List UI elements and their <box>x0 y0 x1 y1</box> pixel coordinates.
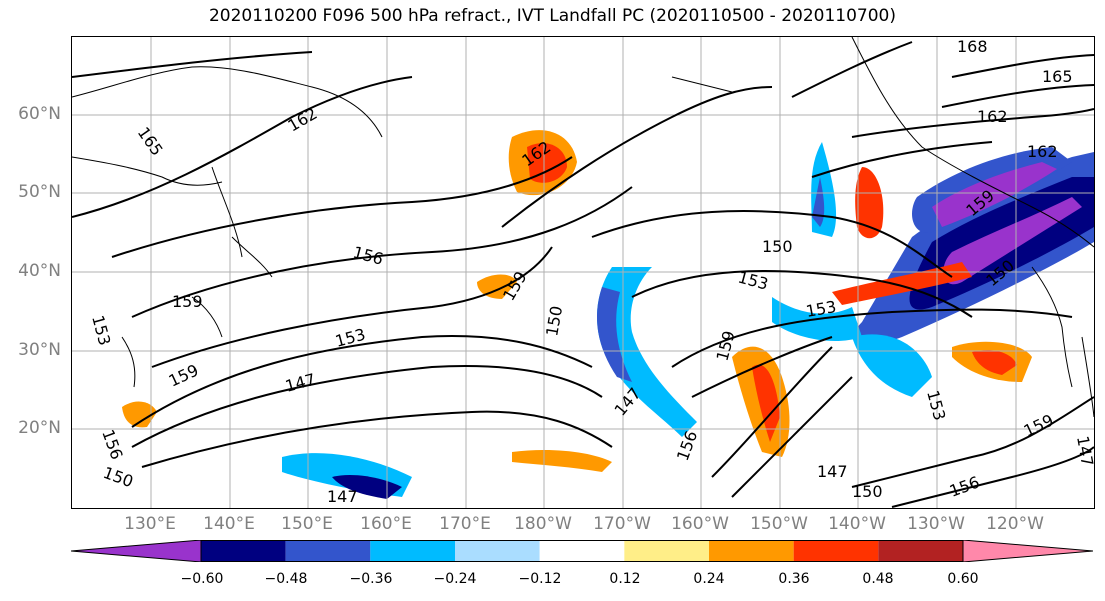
colorbar-cell <box>539 540 625 562</box>
contour-label: 150 <box>762 237 793 256</box>
blue-patch-east <box>852 334 932 397</box>
lat-label-30n: 30°N <box>18 340 61 360</box>
contour-label: 153 <box>923 388 949 422</box>
contour-label: 159 <box>172 292 203 311</box>
contour-label: 156 <box>947 472 982 500</box>
map-title: 2020110200 F096 500 hPa refract., IVT La… <box>208 6 896 26</box>
contour-label: 156 <box>98 427 126 462</box>
positive-patch-150w-core <box>752 364 780 442</box>
lon-label-170e: 170°E <box>439 514 491 534</box>
colorbar-cell <box>370 540 455 562</box>
graticule <box>72 37 1094 508</box>
lat-label-60n: 60°N <box>18 104 61 124</box>
positive-patch-140w <box>855 167 884 239</box>
blue-arc <box>597 267 697 437</box>
lon-label-140w: 140°W <box>828 514 886 534</box>
positive-patch-50n-core <box>527 143 567 183</box>
contour-label: 162 <box>285 104 321 136</box>
lat-label-50n: 50°N <box>18 182 61 202</box>
lon-label-130e: 130°E <box>124 514 176 534</box>
negative-anomaly-north-core <box>932 162 1057 227</box>
contour-label: 168 <box>957 37 988 56</box>
colorbar-tick-label: −0.60 <box>180 571 224 587</box>
colorbar-extend-low <box>71 540 202 562</box>
colorbar-cell <box>709 540 794 562</box>
lon-label-150e: 150°E <box>281 514 333 534</box>
contour-label: 165 <box>1042 67 1073 86</box>
colorbar-tick-label: 0.12 <box>609 571 641 587</box>
contour-label: 153 <box>333 325 367 351</box>
colorbar-cell <box>201 540 286 562</box>
positive-patch-30n <box>477 274 517 299</box>
colorbar-tick-label: −0.24 <box>433 571 477 587</box>
contour-label: 156 <box>351 243 385 269</box>
positive-patch-ne-30n-core <box>972 350 1017 375</box>
contour-label: 153 <box>88 313 114 347</box>
colorbar-tick-label: −0.48 <box>264 571 308 587</box>
positive-patch-sub <box>512 450 612 472</box>
contour-label: 150 <box>101 463 136 491</box>
negative-anomaly-max <box>943 197 1082 285</box>
colorbar-outline <box>200 540 964 562</box>
positive-patch-wp <box>122 401 157 428</box>
colorbar-cell <box>455 540 540 562</box>
map-canvas: 168 165 165 162 162 162 162 159 159 159 … <box>72 37 1094 508</box>
contour-label: 162 <box>977 107 1008 126</box>
colorbar-tick-label: −0.12 <box>518 571 562 587</box>
lon-label-180w: 180°W <box>514 514 572 534</box>
contour-label: 147 <box>283 370 317 396</box>
colorbar <box>71 540 1093 562</box>
colorbar-tick-label: 0.36 <box>778 571 810 587</box>
contour-label: 165 <box>134 123 167 159</box>
colorbar-tick-label: 0.60 <box>947 571 979 587</box>
contour-label: 147 <box>327 487 358 506</box>
contour-label: 150 <box>852 482 883 501</box>
colorbar-tick-label: −0.36 <box>349 571 393 587</box>
blue-patch-w-core <box>332 475 402 499</box>
colorbar-cell <box>793 540 879 562</box>
blue-arc-core <box>597 287 632 382</box>
lon-label-140e: 140°E <box>203 514 255 534</box>
lon-label-170w: 170°W <box>593 514 651 534</box>
contour-label: 159 <box>1021 410 1057 440</box>
contour-label: 156 <box>673 428 701 463</box>
contour-label: 162 <box>1027 142 1058 161</box>
contour-label: 150 <box>542 304 566 337</box>
blue-patch-nw <box>811 142 837 237</box>
lat-label-20n: 20°N <box>18 418 61 438</box>
lon-label-150w: 150°W <box>750 514 808 534</box>
colorbar-tick-label: 0.48 <box>862 571 894 587</box>
lon-label-120w: 120°W <box>986 514 1044 534</box>
colorbar-cell <box>285 540 371 562</box>
colorbar-cell <box>624 540 709 562</box>
colorbar-extend-high <box>962 540 1093 562</box>
colorbar-tick-label: 0.24 <box>693 571 725 587</box>
lat-label-40n: 40°N <box>18 261 61 281</box>
lon-label-160e: 160°E <box>360 514 412 534</box>
contour-label: 147 <box>817 462 848 481</box>
contour-label: 147 <box>1073 434 1094 467</box>
colorbar-cell <box>878 540 963 562</box>
map-panel: 168 165 165 162 162 162 162 159 159 159 … <box>71 36 1095 509</box>
contour-label: 159 <box>166 360 202 390</box>
height-contours <box>72 41 1094 508</box>
lon-label-160w: 160°W <box>671 514 729 534</box>
lon-label-130w: 130°W <box>907 514 965 534</box>
